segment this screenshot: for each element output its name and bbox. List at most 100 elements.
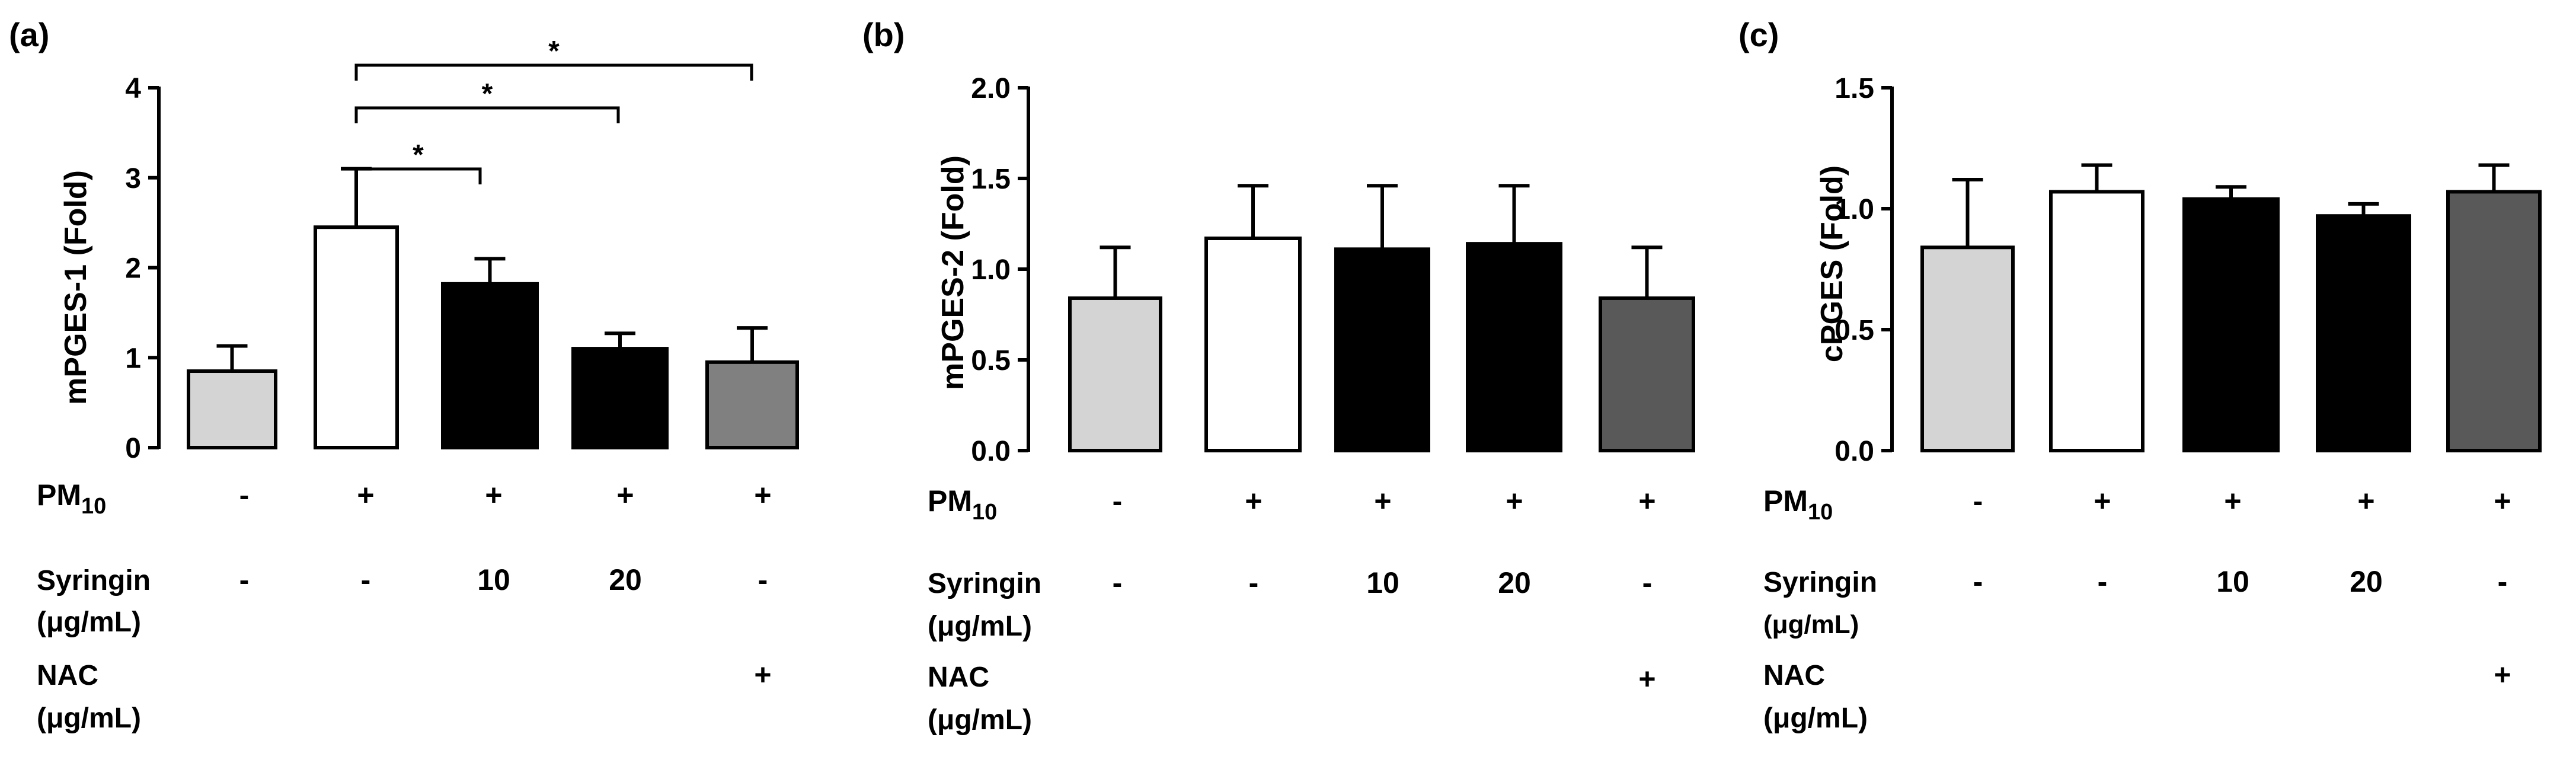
nac-row-label: NAC: [37, 660, 98, 691]
bar: [187, 369, 277, 450]
nac-row-label: NAC: [928, 662, 989, 693]
panel-a: (a) mPGES-1 (Fold) 0 1 2 3 4 * * * PM10 Syring…: [9, 16, 799, 734]
y-tick-label: 0: [125, 433, 141, 464]
pm10-label-main: PM: [928, 484, 972, 518]
syringin-cond-1: -: [1973, 565, 1983, 598]
pm10-cond-5: +: [754, 478, 771, 512]
significance-label: *: [548, 36, 560, 67]
pm10-cond-1: -: [1973, 484, 1983, 518]
bar: [1204, 236, 1302, 452]
pm10-cond-2: +: [2094, 484, 2111, 518]
y-tick-label: 0.0: [1834, 436, 1874, 467]
pm10-cond-4: +: [2357, 484, 2374, 518]
y-tick-label: 1.0: [971, 254, 1011, 286]
bar: [2049, 190, 2144, 452]
y-axis: 0 1 2 3 4: [125, 73, 161, 464]
pm10-label-subscript: 10: [972, 500, 997, 525]
syringin-cond-2: -: [2098, 565, 2108, 598]
y-axis: 0.0 0.5 1.0 1.5: [1834, 73, 1894, 467]
panel-label: (c): [1738, 16, 1779, 53]
syringin-unit-label: (μg/mL): [1763, 610, 1859, 639]
pm10-cond-5: +: [1638, 484, 1655, 518]
pm10-cond-3: +: [2224, 484, 2241, 518]
y-tick-label: 0.0: [971, 436, 1011, 467]
syringin-unit-label: (μg/mL): [928, 611, 1032, 642]
y-axis-title: cPGES (Fold): [1815, 165, 1849, 362]
y-tick-label: 4: [125, 73, 141, 104]
y-tick-label: 2.0: [971, 73, 1011, 104]
pm10-cond-2: +: [357, 478, 374, 512]
significance-bracket: [354, 63, 753, 81]
y-tick-label: 1: [125, 343, 141, 374]
y-axis-title: mPGES-1 (Fold): [59, 170, 93, 405]
pm10-label-main: PM: [37, 478, 81, 512]
panel-label: (a): [9, 16, 49, 53]
panel-label: (b): [862, 16, 905, 53]
y-tick-label: 0.5: [971, 345, 1011, 376]
syringin-cond-3: 10: [2216, 565, 2249, 598]
syringin-cond-4: 20: [2350, 565, 2383, 598]
panel-c: (c) cPGES (Fold) 0.00.51.01.5 PM10 Syrin…: [1738, 16, 2542, 734]
significance-bracket: [354, 167, 482, 184]
pm10-cond-1: -: [1113, 484, 1123, 518]
pm10-label-subscript: 10: [81, 494, 106, 519]
syringin-cond-1: -: [239, 563, 250, 596]
bar: [2316, 214, 2411, 452]
bar: [705, 360, 799, 450]
bar: [571, 347, 669, 450]
nac-unit-label: (μg/mL): [1763, 703, 1868, 734]
bars: * * *: [187, 36, 799, 450]
bar: [1334, 247, 1430, 452]
pm10-cond-4: +: [616, 478, 634, 512]
bar: [1599, 296, 1695, 452]
significance-bracket: [354, 106, 620, 123]
nac-cond-5: +: [754, 658, 771, 691]
significance-label: *: [413, 139, 424, 171]
syringin-row-label: Syringin: [37, 565, 151, 596]
syringin-cond-4: 20: [609, 563, 642, 596]
pm10-row-label: PM10: [928, 484, 997, 525]
syringin-row-label: Syringin: [1763, 567, 1877, 598]
syringin-cond-3: 10: [1366, 566, 1399, 599]
bar: [314, 225, 399, 449]
bar: [2446, 190, 2542, 452]
syringin-cond-2: -: [361, 563, 371, 596]
pm10-cond-4: +: [1506, 484, 1523, 518]
y-tick-label: 1.5: [971, 164, 1011, 195]
syringin-cond-5: -: [2498, 565, 2508, 598]
syringin-cond-4: 20: [1498, 566, 1531, 599]
nac-unit-label: (μg/mL): [37, 703, 141, 734]
pm10-cond-3: +: [1374, 484, 1391, 518]
pm10-row-label: PM10: [37, 478, 106, 519]
nac-row-label: NAC: [1763, 660, 1825, 691]
syringin-row-label: Syringin: [928, 568, 1041, 599]
bars: [1068, 184, 1695, 452]
nac-cond-5: +: [2494, 658, 2511, 691]
bar: [1920, 245, 2015, 452]
syringin-cond-2: -: [1249, 566, 1259, 599]
significance-label: *: [482, 78, 493, 110]
bar: [1466, 242, 1562, 452]
y-tick-label: 1.5: [1834, 73, 1874, 104]
syringin-unit-label: (μg/mL): [37, 607, 141, 638]
y-axis-title: mPGES-2 (Fold): [936, 155, 970, 390]
bar: [2182, 197, 2280, 452]
pm10-cond-3: +: [485, 478, 502, 512]
syringin-cond-5: -: [758, 563, 768, 596]
nac-cond-5: +: [1638, 662, 1655, 695]
syringin-cond-5: -: [1642, 566, 1653, 599]
y-tick-label: 1.0: [1834, 194, 1874, 225]
y-axis: 0.0 0.5 1.0 1.5 2.0: [971, 73, 1030, 467]
bars: [1920, 163, 2542, 452]
y-tick-label: 2: [125, 253, 141, 285]
pm10-cond-5: +: [2494, 484, 2511, 518]
y-tick-label: 0.5: [1834, 315, 1874, 346]
pm10-label-subscript: 10: [1808, 500, 1833, 525]
y-tick-label: 3: [125, 163, 141, 194]
panel-b: (b) mPGES-2 (Fold) 0.00.51.01.52.0 PM10 …: [862, 16, 1695, 736]
pm10-label-main: PM: [1763, 484, 1808, 518]
pm10-cond-2: +: [1245, 484, 1262, 518]
bar: [441, 282, 539, 449]
